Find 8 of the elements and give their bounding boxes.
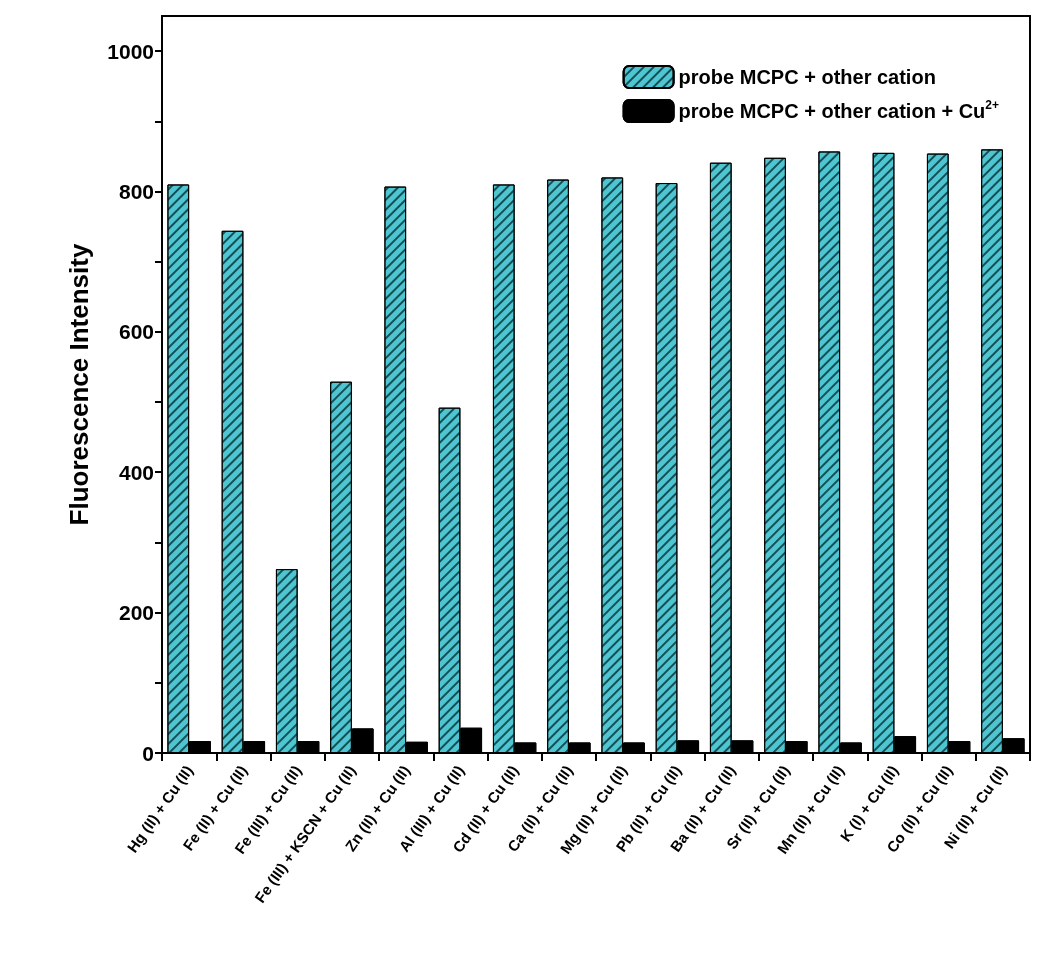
y-axis-title: Fluorescence Intensity [64,243,94,526]
y-tick-label: 1000 [107,39,154,63]
y-tick-label: 0 [142,741,154,765]
y-tick-label: 600 [118,320,154,344]
legend-label: probe MCPC + other cation [678,66,936,88]
y-tick-label: 200 [118,601,154,625]
y-tick-label: 400 [118,460,154,484]
y-tick-label: 800 [118,179,154,203]
